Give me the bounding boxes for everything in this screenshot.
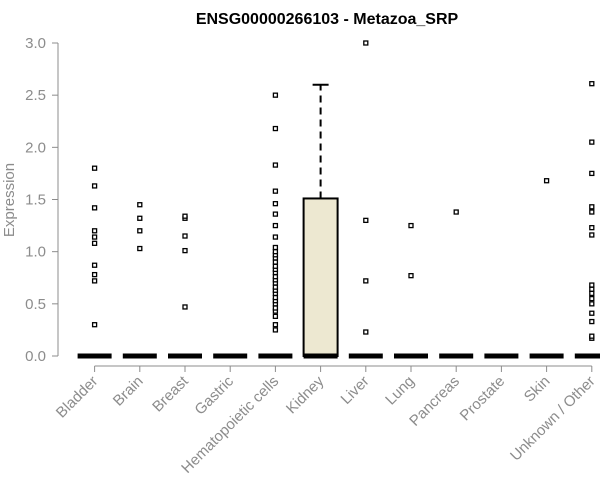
y-tick-label: 1.5: [25, 192, 46, 209]
outlier-point: [272, 92, 279, 98]
box-iqr: [302, 197, 339, 357]
box-group: [394, 222, 428, 359]
x-tick-label: Unknown / Other: [507, 373, 599, 465]
x-tick-label: Liver: [338, 373, 373, 408]
y-axis: 0.0 0.5 1.0 1.5 2.0 2.5 3.0: [25, 35, 59, 365]
box-group: [258, 92, 293, 359]
outlier-point: [137, 215, 143, 221]
outlier-point: [91, 228, 98, 234]
outlier-point: [589, 209, 595, 215]
outlier-point: [272, 201, 279, 207]
outlier-point: [272, 284, 279, 290]
outlier-point: [589, 282, 595, 288]
outlier-point: [182, 233, 188, 239]
outlier-point: [363, 217, 369, 224]
outlier-point: [272, 322, 279, 328]
y-tick-label: 3.0: [25, 35, 46, 52]
outlier-point: [589, 290, 595, 297]
outlier-point: [272, 313, 279, 320]
outlier-point: [589, 170, 595, 177]
outlier-point: [272, 162, 279, 168]
y-tick-label: 1.0: [25, 244, 46, 261]
box-group: [529, 178, 564, 359]
chart-title: ENSG00000266103 - Metazoa_SRP: [196, 11, 459, 28]
outlier-point: [272, 188, 279, 194]
outlier-point: [91, 165, 98, 171]
y-axis-label: Expression: [1, 163, 18, 237]
outlier-point: [589, 333, 595, 339]
outlier-point: [363, 40, 369, 46]
outlier-point: [137, 245, 143, 252]
outlier-point: [91, 240, 98, 246]
box-group: [348, 40, 383, 359]
outlier-point: [589, 310, 595, 316]
outlier-point: [272, 263, 279, 269]
outlier-point: [137, 202, 143, 208]
outlier-point: [272, 125, 279, 132]
outlier-point: [272, 244, 279, 251]
x-tick-label: Kidney: [283, 372, 328, 417]
outlier-point: [589, 286, 595, 292]
x-tick-label: Bladder: [53, 373, 102, 422]
y-tick-label: 2.0: [25, 139, 46, 156]
box-group: [122, 202, 157, 359]
outlier-point: [182, 213, 188, 219]
x-tick-label: Brain: [110, 373, 147, 410]
outlier-point: [91, 183, 98, 189]
outlier-point: [589, 139, 595, 145]
box-group: [574, 81, 600, 359]
outlier-point: [91, 262, 98, 268]
outlier-point: [272, 249, 279, 255]
outlier-point: [589, 232, 595, 238]
outlier-point: [589, 318, 595, 325]
outlier-point: [363, 278, 369, 284]
outlier-point: [91, 205, 98, 211]
outlier-point: [589, 225, 595, 231]
outlier-point: [91, 322, 98, 328]
outlier-point: [453, 209, 459, 215]
outlier-point: [91, 271, 98, 278]
box-group: [77, 165, 112, 359]
outlier-point: [272, 222, 279, 229]
outlier-point: [137, 228, 143, 234]
y-tick-label: 2.5: [25, 87, 46, 104]
x-tick-label: Pancreas: [406, 373, 463, 430]
outlier-point: [182, 304, 188, 310]
outlier-point: [589, 204, 595, 210]
box-group: [168, 213, 202, 359]
outlier-point: [363, 329, 369, 335]
outlier-point: [272, 211, 279, 217]
outlier-point: [272, 259, 279, 265]
outlier-point: [91, 278, 98, 284]
y-tick-label: 0.0: [25, 348, 46, 365]
x-tick-label: Prostate: [457, 373, 509, 425]
outlier-point: [272, 294, 279, 301]
outlier-point: [408, 222, 414, 229]
box-group: [302, 83, 339, 359]
y-tick-label: 0.5: [25, 296, 46, 313]
outlier-point: [272, 274, 279, 280]
x-tick-label: Breast: [149, 372, 192, 415]
outlier-point: [272, 327, 279, 333]
outlier-point: [543, 178, 550, 184]
box-group: [439, 209, 474, 359]
x-tick-label: Skin: [521, 373, 554, 406]
outlier-point: [182, 247, 188, 254]
outlier-point: [272, 305, 279, 311]
x-tick-label: Lung: [382, 373, 418, 409]
outlier-point: [272, 234, 279, 240]
plot-area: [77, 40, 600, 359]
outlier-point: [91, 234, 98, 240]
outlier-point: [589, 301, 595, 307]
outlier-point: [589, 295, 595, 302]
outlier-point: [408, 273, 414, 279]
outlier-point: [589, 81, 595, 87]
